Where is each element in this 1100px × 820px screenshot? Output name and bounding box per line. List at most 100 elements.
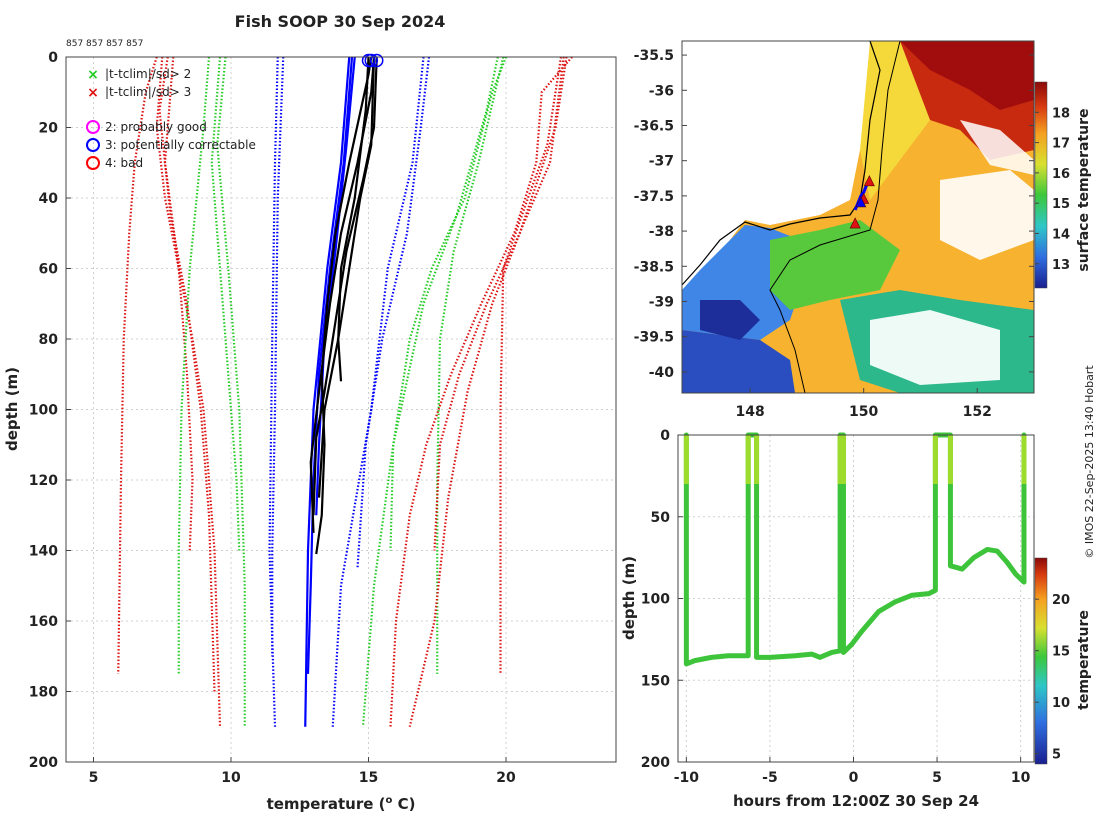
- profile-x-tick-label: 15: [359, 770, 378, 786]
- qc-circle-marker: [370, 53, 384, 68]
- map-y-tick-label: -37.5: [634, 189, 674, 205]
- profile-y-tick-label: 100: [29, 403, 58, 419]
- cloud-mask: [870, 310, 1000, 385]
- profile-x-tick-label: 10: [221, 770, 241, 786]
- map-y-tick-label: -40: [649, 365, 675, 381]
- climatology-line-blue-right-2: [331, 56, 425, 727]
- map-y-tick-label: -36.5: [634, 118, 674, 134]
- probe-line-black-2: [309, 56, 376, 533]
- depth-time-y-tick-label: 150: [641, 673, 670, 689]
- drop-marker-triangle: [855, 196, 867, 208]
- temperature-colorbar-label: temperature: [1076, 610, 1092, 710]
- cloud-mask-2: [940, 170, 1034, 260]
- climatology-line-blue-left-1: [268, 56, 279, 727]
- legend-x-marker-icon: ×: [87, 67, 99, 83]
- sst-colorbar-ticks: 13 14 15 16 17 18: [1035, 106, 1070, 273]
- legend-entry-2: 2: probably good: [86, 120, 207, 134]
- profile-x-ticks: 5 10 15 20: [89, 757, 516, 786]
- climatology-line-red-right-3: [499, 56, 563, 674]
- profile-ids: 857 857 857 857: [66, 39, 143, 49]
- profile-y-tick-label: 20: [39, 121, 59, 137]
- sst-colorbar-tick-label: 14: [1052, 227, 1070, 242]
- depth-time-x-ticks: -10 -5 0 5 10: [674, 757, 1031, 786]
- temperature-colorbar-ticks: 5 10 15 20: [1035, 593, 1070, 763]
- probe-line-black-1: [315, 56, 373, 555]
- sst-cold-water: [682, 330, 795, 393]
- depth-time-y-label: depth (m): [620, 556, 638, 640]
- depth-time-x-tick-label: -5: [762, 770, 778, 786]
- sst-colorbar-tick-label: 13: [1052, 258, 1070, 273]
- profile-panel: 5 10 15 20 0 20 40 60 80 100 120 140 160 180 200 × |t…: [3, 50, 617, 813]
- temperature-colorbar: [1034, 557, 1048, 765]
- map-x-tick-label: 150: [849, 404, 878, 420]
- depth-time-y-tick-label: 50: [651, 510, 671, 526]
- sst-coldest-water: [700, 300, 760, 340]
- climatology-line-green-left-2: [210, 56, 241, 551]
- profile-y-tick-label: 80: [39, 332, 59, 348]
- land-mask: [682, 41, 870, 290]
- legend-label: 3: potentially correctable: [105, 138, 256, 152]
- profile-y-tick-label: 60: [39, 262, 59, 278]
- sst-colorbar-label: surface temperature: [1076, 108, 1092, 271]
- sst-colorbar-tick-label: 18: [1052, 106, 1070, 121]
- map-x-tick-label: 148: [736, 404, 765, 420]
- map-y-tick-label: -38: [649, 224, 674, 240]
- depth-time-x-tick-label: 5: [932, 770, 942, 786]
- probe-line-black-5: [317, 56, 376, 498]
- cloud-mask-3: [960, 120, 1034, 175]
- drop-marker-triangle: [863, 175, 875, 187]
- temperature-colorbar-tick-label: 5: [1052, 748, 1061, 763]
- profile-x-tick-label: 5: [89, 770, 99, 786]
- sst-green-front: [770, 220, 900, 310]
- depth-time-x-tick-label: -10: [674, 770, 700, 786]
- profile-y-tick-label: 0: [48, 50, 58, 66]
- profile-y-tick-label: 180: [29, 685, 58, 701]
- map-y-tick-label: -37: [649, 154, 674, 170]
- legend-circle-marker-icon: [86, 120, 100, 134]
- profile-x-label-superscript: o: [385, 795, 392, 806]
- depth-time-y-ticks: 0 50 100 150 200: [641, 428, 683, 771]
- legend-label: |t-tclim|/sd> 3: [105, 85, 191, 99]
- profile-y-ticks: 0 20 40 60 80 100 120 140 160 180 200: [29, 50, 71, 771]
- map-y-tick-label: -35.5: [634, 48, 674, 64]
- profile-x-label-unit: C): [392, 795, 415, 813]
- legend-entry-1: × |t-tclim|/sd> 3: [87, 85, 191, 101]
- profile-climatology-lines: [117, 56, 573, 728]
- drop-marker-triangle: [849, 217, 861, 229]
- climatology-line-blue-right-1: [356, 56, 431, 569]
- map-axes-box: [681, 40, 1035, 394]
- climatology-line-green-left-3: [216, 56, 246, 727]
- profile-probe-lines: [304, 56, 378, 727]
- depth-time-y-tick-label: 100: [641, 592, 670, 608]
- temperature-colorbar-tick-label: 10: [1052, 696, 1070, 711]
- map-y-tick-label: -36: [649, 83, 674, 99]
- sst-colorbar-tick-label: 16: [1052, 167, 1070, 182]
- drop-markers: [849, 175, 875, 229]
- climatology-line-green-right-1: [389, 56, 508, 551]
- depth-time-y-tick-label: 200: [641, 755, 670, 771]
- probe-line-blue-probe-2: [304, 56, 351, 727]
- legend-entry-3: 3: potentially correctable: [86, 138, 256, 152]
- probe-line-blue-probe-3: [315, 56, 356, 516]
- profile-qc-circles: [361, 53, 384, 68]
- profile-x-label: temperature (o C): [267, 795, 416, 813]
- sst-field: [682, 41, 1034, 393]
- depth-time-x-tick-label: 0: [849, 770, 859, 786]
- chart-title: Fish SOOP 30 Sep 2024: [235, 12, 446, 31]
- profile-x-label-main: temperature (: [267, 795, 386, 813]
- depth-time-plot-area: [678, 435, 1034, 762]
- depth-time-x-tick-label: 10: [1011, 770, 1031, 786]
- map-y-tick-label: -39.5: [634, 330, 674, 346]
- map-x-tick-label: 152: [963, 404, 992, 420]
- map-panel: 148 150 152 -35.5-36-36.5-37-37.5-38-38.5-…: [634, 40, 1092, 420]
- temperature-colorbar-tick-label: 15: [1052, 645, 1070, 660]
- depth-time-series: [683, 432, 1027, 667]
- profile-y-tick-label: 140: [29, 544, 58, 560]
- profile-legend: × |t-tclim|/sd> 2 × |t-tclim|/sd> 3 2: p…: [86, 67, 256, 170]
- credit-label: © IMOS 22-Sep-2025 13:40 Hobart: [1083, 365, 1096, 559]
- climatology-line-red-left-3: [158, 56, 216, 692]
- climatology-line-red-right-4: [408, 56, 565, 728]
- map-y-ticks: -35.5 -36 -36.5 -37 -37.5 -38 -38.5 -39 -39.5 -40: [634, 48, 1034, 381]
- sst-colorbar: [1034, 81, 1048, 289]
- sst-colorbar-tick-label: 17: [1052, 137, 1070, 152]
